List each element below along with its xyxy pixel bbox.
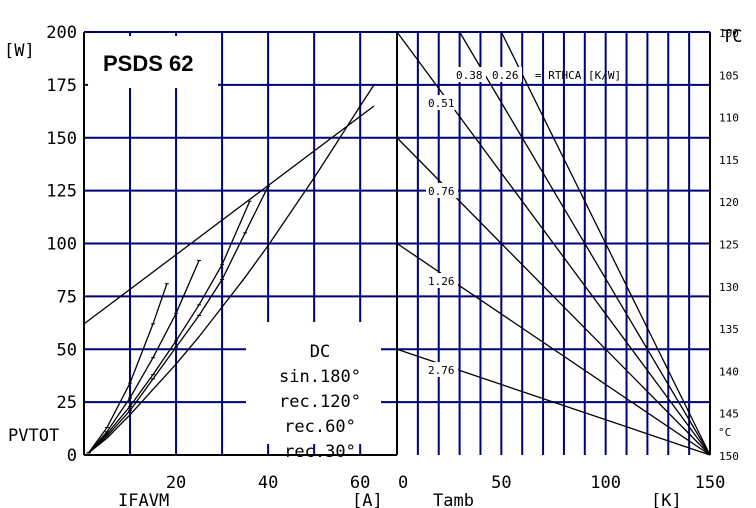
rthca-value-label: 2.76 [428, 364, 455, 377]
y-tick-label: 200 [46, 23, 77, 43]
rthca-line-0-26 [500, 31, 711, 456]
x-axis-label-left: IFAVM [118, 491, 169, 508]
tc-tick-label: 105 [719, 69, 739, 82]
right-axis-unit: °C [718, 426, 731, 439]
rthca-value-label: 0.51 [428, 97, 455, 110]
tc-tick-label: 110 [719, 112, 739, 125]
rthca-value-bg [426, 273, 458, 288]
legend-entry: rec.60° [284, 417, 356, 437]
title-box [88, 36, 218, 88]
x-axis-unit-right: [K] [651, 491, 682, 508]
axis-labels: 0 25 50 75 100 125 150 175 200 20 40 60 0 50 100 150 100… [46, 23, 739, 493]
y-axis-label: PVTOT [8, 426, 59, 446]
rthca-value-label: 0.26 [492, 69, 519, 82]
right-panel-curves: 0.26 0.38 0.51 0.76 1.26 2.76 [396, 31, 711, 456]
axis-frames [83, 32, 711, 456]
rthca-value-label: 0.38 [456, 69, 483, 82]
rthca-line-0-38 [459, 31, 711, 456]
y-tick-label: 0 [67, 446, 77, 466]
right-axis-label: TC [722, 27, 742, 47]
tc-tick-label: 135 [719, 323, 739, 336]
x-tick-label-left: 60 [350, 473, 370, 493]
envelope-line [83, 105, 375, 325]
rthca-value-label: 0.76 [428, 185, 455, 198]
legend-entry: rec.120° [279, 392, 361, 412]
legend-entry: sin.180° [279, 367, 361, 387]
rthca-value-label: 1.26 [428, 275, 455, 288]
x-tick-label-right: 100 [590, 473, 621, 493]
rthca-label: = RTHCA [K/W] [535, 69, 621, 82]
y-tick-label: 25 [57, 393, 77, 413]
rthca-value-bg [490, 67, 522, 82]
y-tick-label: 100 [46, 235, 77, 255]
tc-tick-label: 115 [719, 154, 739, 167]
chart-title: PSDS 62 [103, 51, 194, 76]
rthca-value-bg [426, 95, 458, 110]
tc-tick-label: 120 [719, 196, 739, 209]
x-tick-label-left: 20 [166, 473, 186, 493]
tc-tick-label: 145 [719, 408, 739, 421]
series-line-dc [88, 84, 375, 454]
x-axis-unit-left: [A] [352, 491, 383, 508]
x-tick-label-right: 0 [398, 473, 408, 493]
legend-box [246, 322, 381, 444]
rthca-value-bg [426, 183, 458, 198]
series-line-rec-120- [88, 200, 251, 454]
y-tick-label: 150 [46, 129, 77, 149]
tc-tick-label: 100 [719, 27, 739, 40]
tc-tick-label: 150 [719, 450, 739, 463]
legend-entry: rec.30° [284, 442, 356, 462]
rthca-value-bg [426, 362, 458, 377]
x-tick-label-right: 50 [491, 473, 511, 493]
left-panel-curves [83, 84, 375, 454]
y-tick-label: 75 [57, 287, 77, 307]
series-line-rec-60- [88, 260, 200, 454]
tc-tick-label: 125 [719, 239, 739, 252]
legend-entry: DC [310, 342, 330, 362]
legend: DC sin.180° rec.120° rec.60° rec.30° [246, 322, 381, 462]
x-tick-label-right: 150 [695, 473, 726, 493]
y-tick-label: 125 [46, 182, 77, 202]
y-tick-label: 175 [46, 76, 77, 96]
series-line-sin-180- [88, 186, 269, 454]
series-line-rec-30- [88, 283, 168, 454]
x-axis-label-right: Tamb [433, 491, 474, 508]
y-tick-label: 50 [57, 340, 77, 360]
y-axis-unit: [W] [4, 41, 35, 61]
x-tick-label-left: 40 [258, 473, 278, 493]
rthca-value-bg [454, 67, 486, 82]
tc-tick-label: 140 [719, 365, 739, 378]
tc-tick-label: 130 [719, 281, 739, 294]
